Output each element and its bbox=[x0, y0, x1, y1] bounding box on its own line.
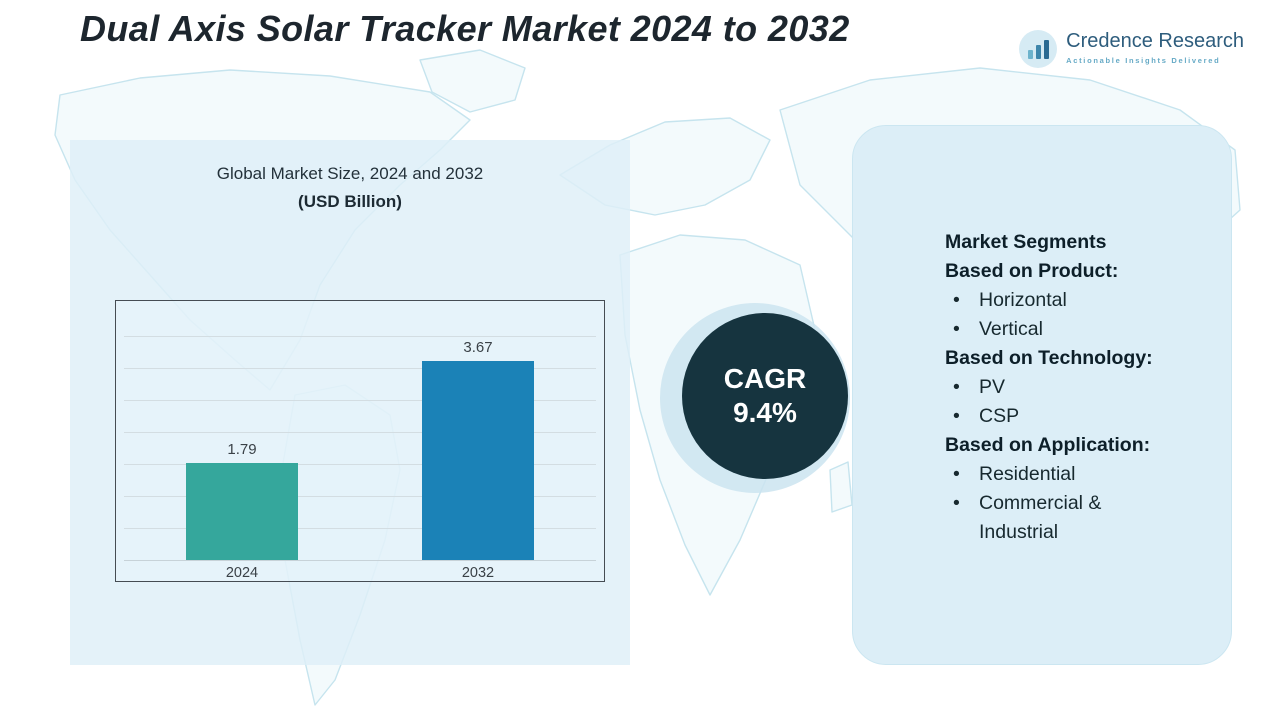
list-item: • CSP bbox=[945, 402, 1201, 431]
list-item: • Commercial & Industrial bbox=[945, 489, 1201, 547]
segments-panel-title: Market Segments bbox=[945, 231, 1107, 253]
bar-2024 bbox=[186, 463, 298, 560]
bar-group-2024: 1.79 bbox=[124, 317, 360, 560]
segment-heading-technology: Based on Technology: bbox=[945, 347, 1153, 369]
segment-item-label: Horizontal bbox=[979, 289, 1067, 311]
bar-chart-logo-icon bbox=[1019, 30, 1058, 68]
bullet-icon: • bbox=[953, 405, 960, 427]
segment-item-label: PV bbox=[979, 376, 1006, 398]
segment-item-label: Commercial & Industrial bbox=[979, 492, 1102, 543]
bullet-icon: • bbox=[953, 289, 960, 311]
cagr-label: CAGR bbox=[723, 363, 807, 394]
segment-item-label: CSP bbox=[979, 405, 1020, 427]
x-axis-label-2024: 2024 bbox=[225, 565, 259, 581]
bullet-icon: • bbox=[953, 376, 960, 398]
bar-value-label: 3.67 bbox=[463, 339, 493, 356]
logo-tagline: Actionable Insights Delivered bbox=[1066, 56, 1221, 65]
list-item: • Residential bbox=[945, 460, 1201, 489]
map-madagascar bbox=[829, 461, 853, 513]
list-item: • PV bbox=[945, 373, 1201, 402]
chart-subtitle: (USD Billion) bbox=[298, 192, 402, 211]
logo-name: Credence Research bbox=[1066, 30, 1244, 52]
cagr-badge: CAGR 9.4% bbox=[682, 313, 848, 479]
list-item: • Vertical bbox=[945, 315, 1201, 344]
bullet-icon: • bbox=[953, 318, 960, 340]
list-item: • Horizontal bbox=[945, 286, 1201, 315]
credence-research-logo: Credence Research Actionable Insights De… bbox=[1019, 30, 1244, 68]
bar-group-2032: 3.67 bbox=[360, 317, 596, 560]
x-axis-labels: 2024 2032 bbox=[124, 563, 596, 581]
chart-plot-area: 1.79 3.67 bbox=[124, 317, 596, 561]
chart-title: Global Market Size, 2024 and 2032 bbox=[216, 164, 484, 183]
logo-text: Credence Research Actionable Insights De… bbox=[1066, 30, 1244, 65]
x-axis-label-2032: 2032 bbox=[461, 565, 495, 581]
map-greenland bbox=[419, 49, 526, 113]
segment-item-label: Residential bbox=[979, 463, 1076, 485]
bar-value-label: 1.79 bbox=[227, 441, 257, 458]
bar-2032 bbox=[422, 361, 534, 560]
market-size-chart-panel: Global Market Size, 2024 and 2032 (USD B… bbox=[70, 140, 630, 665]
bar-chart: 1.79 3.67 2024 2032 bbox=[115, 300, 605, 582]
segment-heading-application: Based on Application: bbox=[945, 434, 1151, 456]
market-segments-panel: Market Segments Based on Product: • Hori… bbox=[852, 125, 1232, 665]
cagr-value: 9.4% bbox=[733, 397, 797, 428]
page-title: Dual Axis Solar Tracker Market 2024 to 2… bbox=[80, 8, 850, 49]
segment-item-label: Vertical bbox=[979, 318, 1043, 340]
bullet-icon: • bbox=[953, 492, 960, 514]
segment-heading-product: Based on Product: bbox=[945, 260, 1119, 282]
bullet-icon: • bbox=[953, 463, 960, 485]
